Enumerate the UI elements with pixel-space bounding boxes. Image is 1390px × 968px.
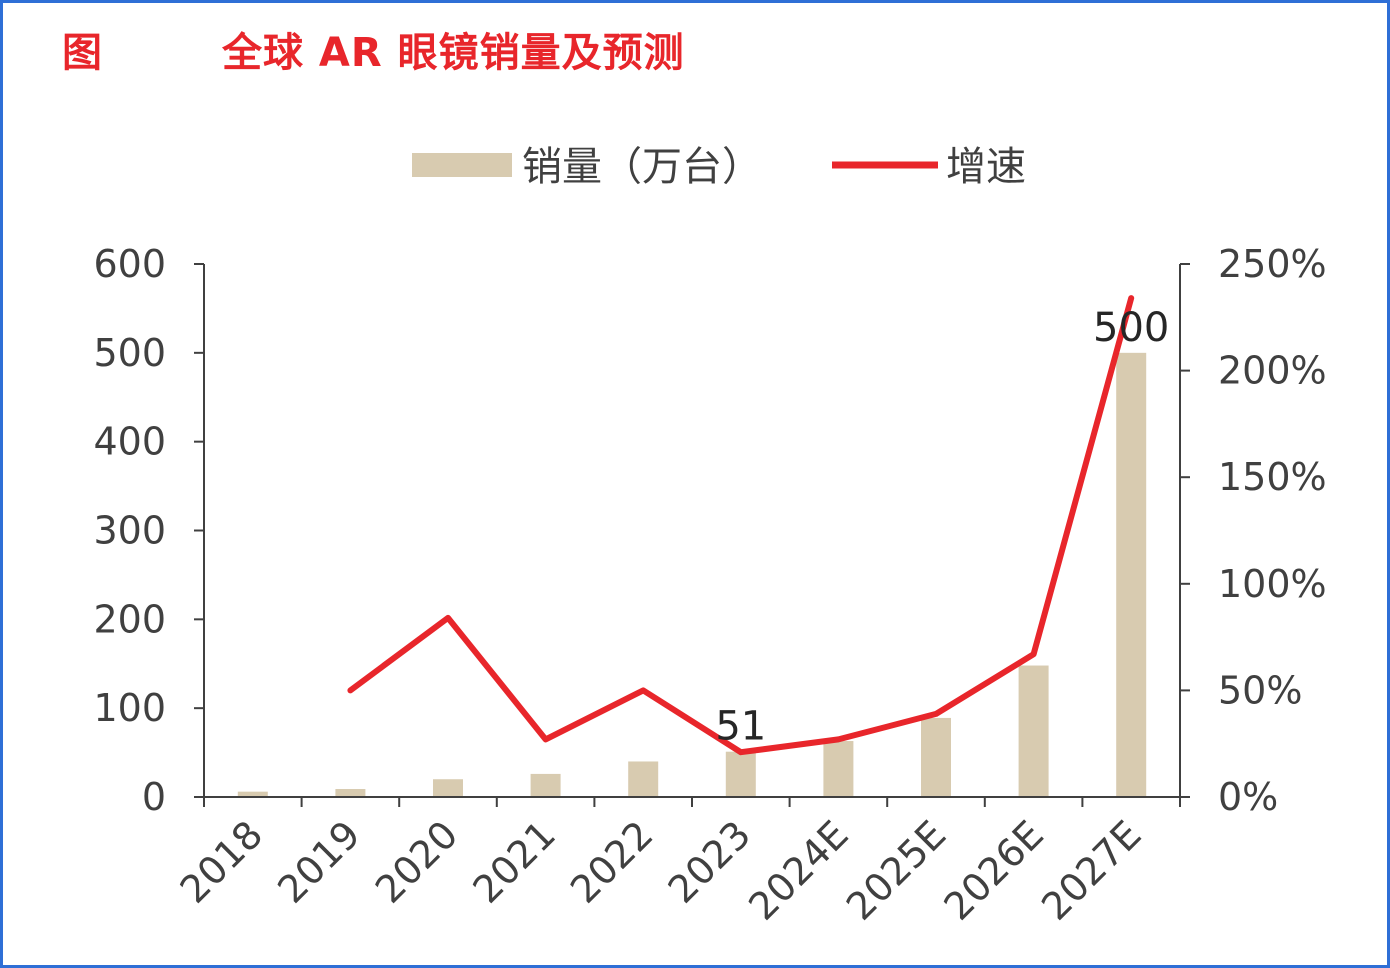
bar-2025E — [921, 717, 951, 797]
x-tick-label: 2018 — [172, 812, 272, 912]
legend-swatch-bar — [412, 153, 512, 177]
x-tick-label: 2022 — [562, 812, 662, 912]
x-tick-label: 2027E — [1033, 812, 1149, 928]
legend: 销量（万台） 增速 — [412, 144, 1026, 190]
y-right-tick-label: 0% — [1218, 775, 1278, 819]
y-left-tick-label: 200 — [93, 597, 166, 641]
legend-label-line: 增速 — [946, 144, 1026, 190]
x-tick-label: 2020 — [367, 812, 467, 912]
bar-2022 — [628, 761, 659, 797]
bar-data-label: 51 — [715, 704, 766, 750]
bar-2020 — [433, 779, 463, 797]
y-left-tick-label: 300 — [93, 509, 166, 553]
y-left-tick-label: 100 — [93, 686, 166, 730]
y-right-tick-label: 200% — [1218, 349, 1327, 393]
y-right-tick-label: 150% — [1218, 455, 1327, 499]
y-right-tick-label: 250% — [1218, 242, 1327, 286]
growth-line — [347, 295, 1135, 756]
bar-2026E — [1018, 665, 1049, 797]
bar-2023 — [725, 751, 756, 797]
y-left-tick-label: 600 — [93, 242, 166, 286]
x-tick-label: 2025E — [838, 812, 954, 928]
x-tick-label: 2024E — [740, 812, 856, 928]
bar-2018 — [237, 791, 268, 797]
x-tick-label: 2026E — [935, 812, 1051, 928]
y-left-tick-label: 400 — [93, 420, 166, 464]
y-right-tick-label: 50% — [1218, 668, 1302, 712]
legend-label-bar: 销量（万台） — [522, 144, 762, 190]
bar-2027E — [1116, 352, 1147, 797]
bar-data-label: 500 — [1093, 305, 1169, 351]
y-left-tick-label: 0 — [142, 775, 166, 819]
chart-title: 全球 AR 眼镜销量及预测 — [222, 30, 685, 76]
figure-label: 图 — [62, 30, 103, 76]
x-tick-label: 2021 — [464, 812, 564, 912]
bar-2024E — [823, 741, 854, 797]
bar-2021 — [530, 773, 561, 797]
bar-2019 — [335, 789, 366, 797]
x-tick-label: 2019 — [269, 812, 369, 912]
y-left-tick-label: 500 — [93, 331, 166, 375]
y-right-tick-label: 100% — [1218, 562, 1327, 606]
